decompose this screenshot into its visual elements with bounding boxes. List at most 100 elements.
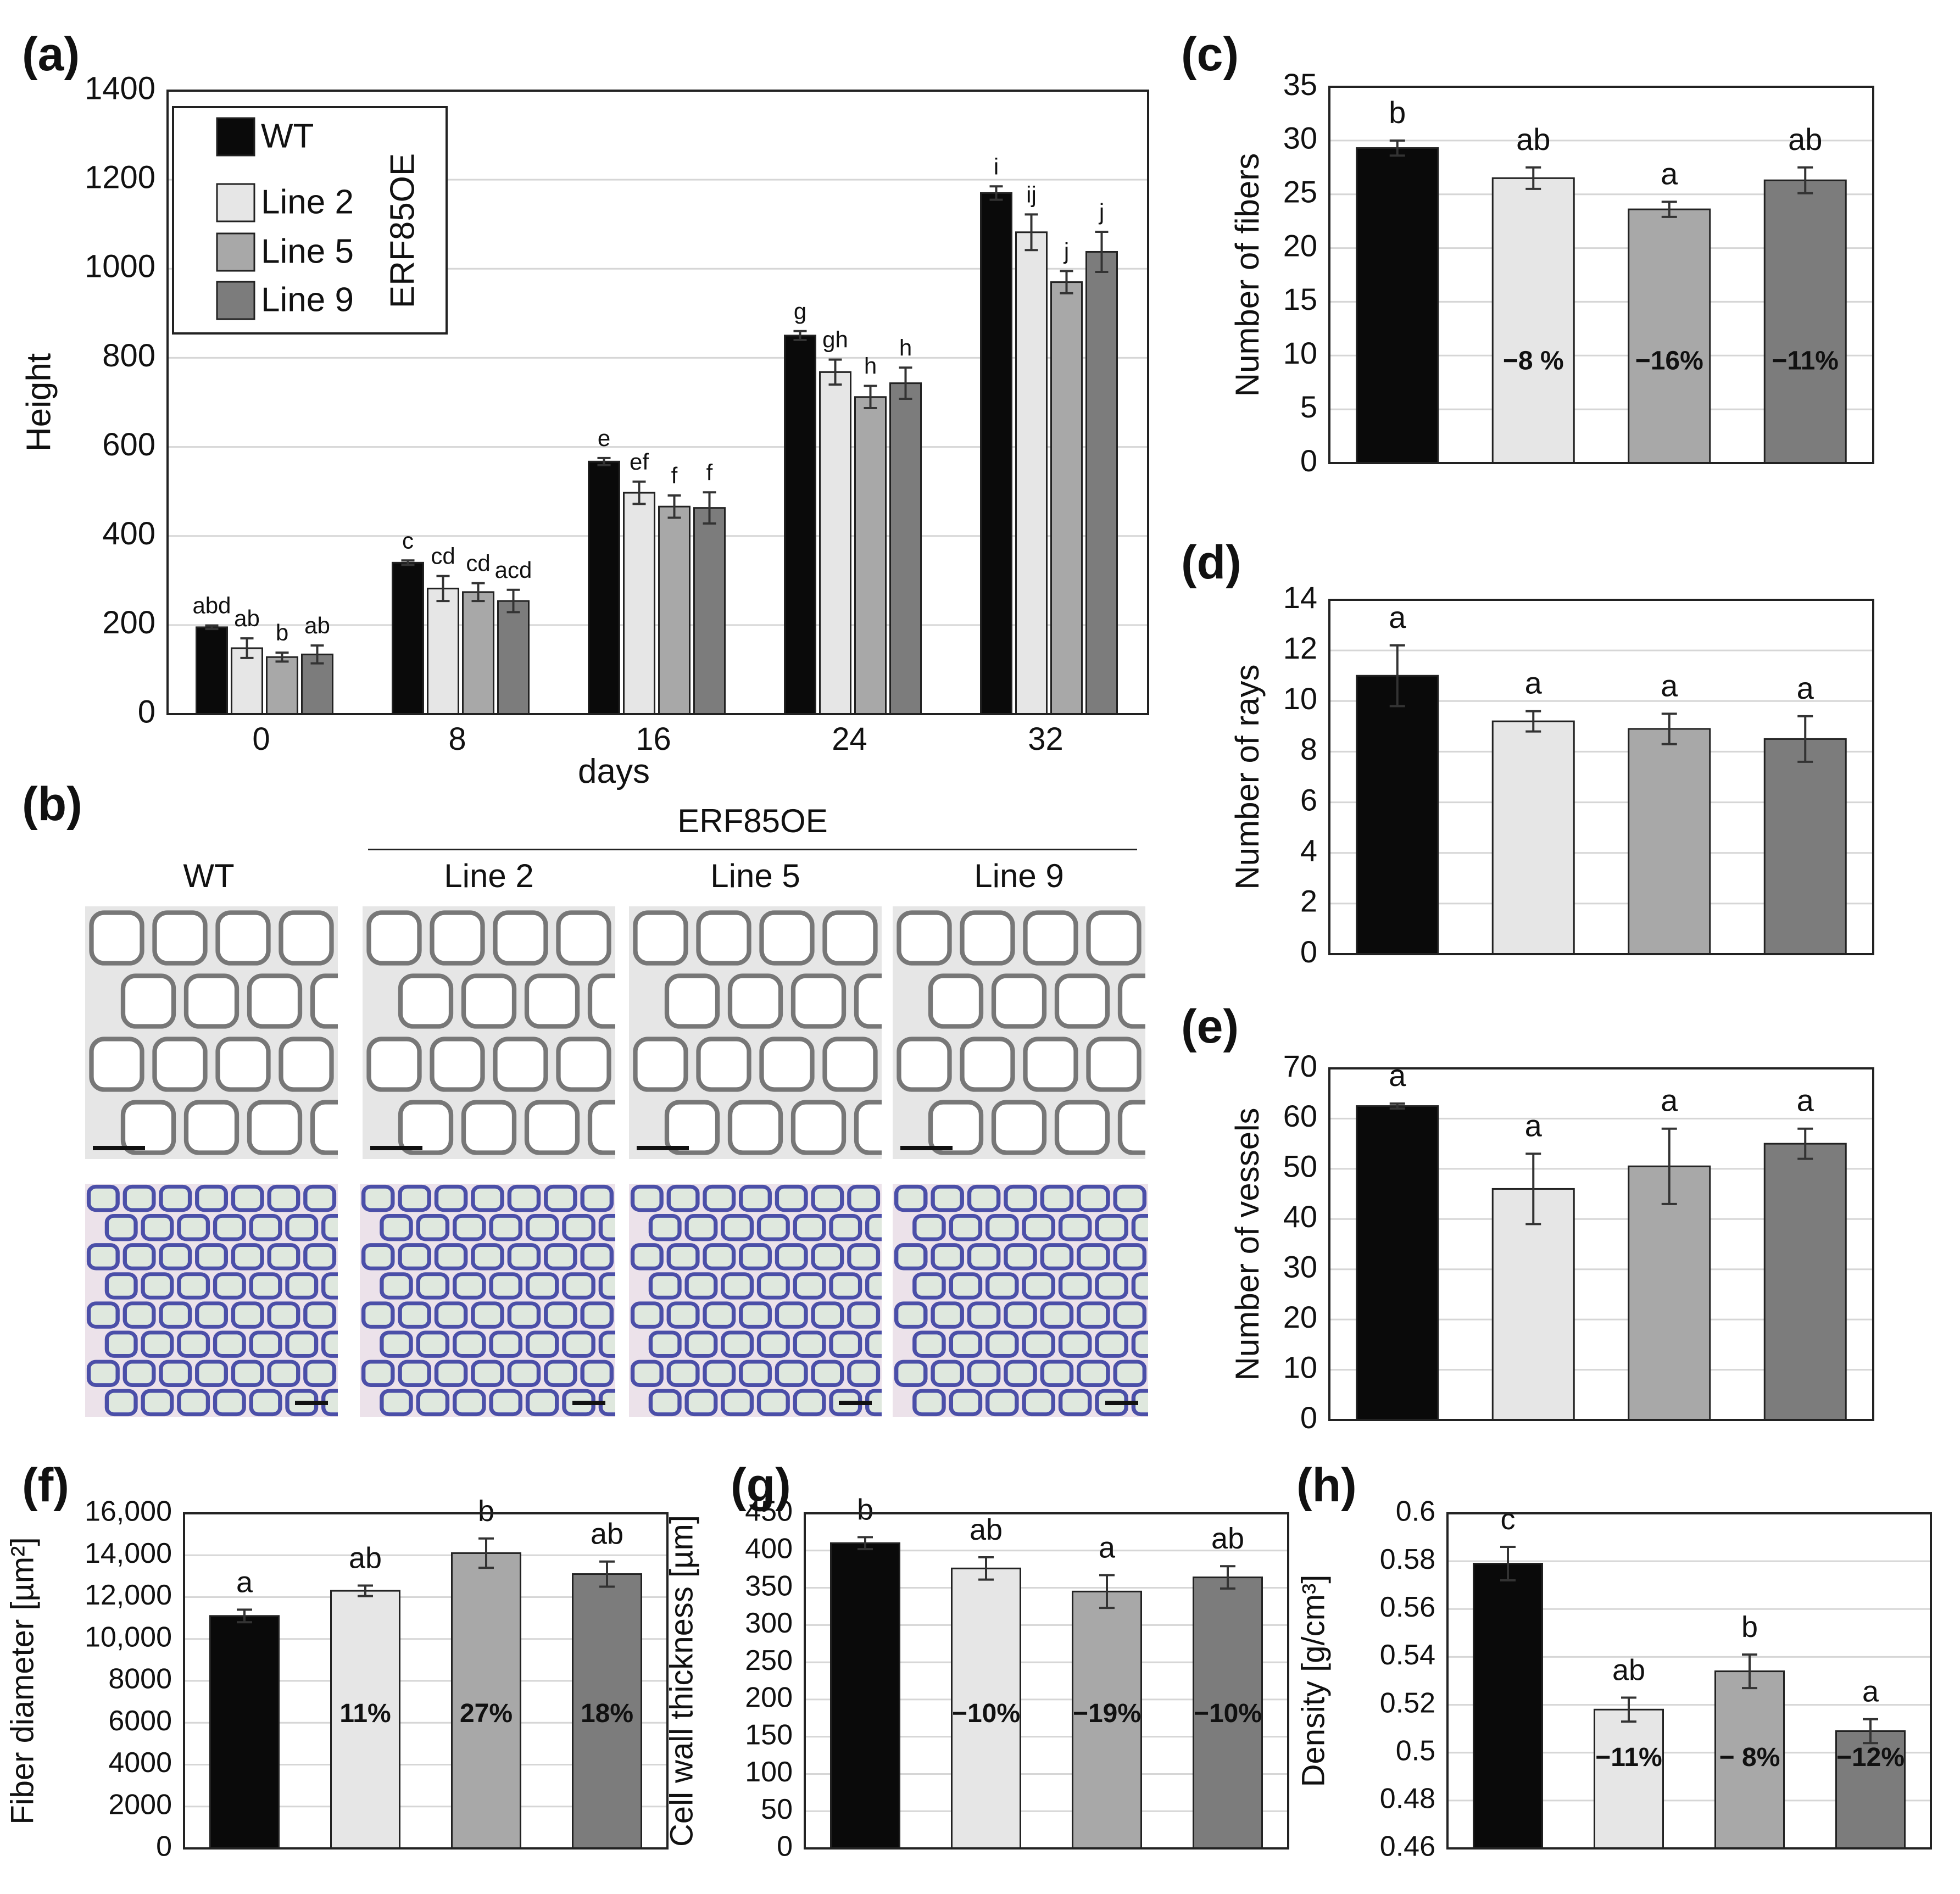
xtick-label-a: 16	[636, 721, 671, 757]
sig-letter-c: b	[1389, 95, 1406, 130]
sig-letter-a: f	[706, 459, 713, 485]
errorbar-a	[864, 385, 877, 410]
bar-a-line9	[497, 600, 530, 715]
errorbar-a	[310, 644, 324, 665]
ytick-label-a: 1400	[85, 70, 155, 106]
bar-g-wt	[830, 1542, 900, 1850]
percent-annotation-c: −11%	[1772, 346, 1839, 375]
ytick-label-c: 20	[1283, 228, 1317, 263]
bar-d-line2	[1491, 720, 1575, 955]
ytick-label-d: 6	[1300, 782, 1317, 817]
ytick-label-h: 0.56	[1380, 1591, 1435, 1623]
errorbar-a	[1060, 270, 1073, 294]
bar-c-wt	[1356, 147, 1439, 464]
tem-image-line9	[893, 906, 1145, 1159]
ytick-label-d: 0	[1300, 934, 1317, 969]
ytick-label-g: 100	[745, 1756, 793, 1788]
panel-label-e: (e)	[1181, 1000, 1239, 1053]
sig-letter-a: ij	[1026, 181, 1037, 207]
bar-d-line5	[1628, 728, 1711, 955]
ytick-label-g: 200	[745, 1682, 793, 1714]
stained-image-wt	[85, 1184, 338, 1417]
legend-label-line9: Line 9	[261, 281, 354, 319]
ytick-label-d: 4	[1300, 833, 1317, 868]
sig-letter-g: b	[857, 1493, 873, 1526]
sig-letter-a: ef	[630, 449, 649, 475]
legend-label-line2: Line 2	[261, 183, 354, 221]
bar-a-line2	[623, 492, 655, 715]
bar-f-wt	[209, 1615, 280, 1850]
ytick-label-f: 0	[156, 1831, 172, 1863]
ytick-label-d: 10	[1283, 681, 1317, 716]
bar-a-wt	[196, 626, 228, 715]
ytick-label-d: 12	[1283, 631, 1317, 665]
errorbar-a	[667, 494, 681, 519]
scale-bar	[637, 1146, 689, 1150]
ytick-label-e: 30	[1283, 1250, 1317, 1284]
sig-letter-d: a	[1389, 600, 1406, 634]
ytick-label-g: 350	[745, 1570, 793, 1602]
ytick-label-a: 0	[138, 694, 155, 729]
ytick-label-f: 16,000	[85, 1496, 172, 1528]
ytick-label-d: 14	[1283, 580, 1317, 615]
bar-e-line9	[1763, 1143, 1847, 1421]
errorbar-g	[1099, 1574, 1115, 1609]
bar-e-wt	[1356, 1105, 1439, 1421]
sig-letter-c: ab	[1788, 122, 1822, 157]
legend-swatch-line9	[216, 281, 255, 320]
ytick-label-f: 2000	[108, 1789, 172, 1820]
ytick-label-a: 1200	[85, 159, 155, 195]
sig-letter-d: a	[1661, 668, 1678, 703]
micro-col-label-wt: WT	[183, 857, 235, 894]
percent-annotation-h: −12%	[1836, 1743, 1905, 1772]
plot-frame-c	[1328, 86, 1874, 464]
plot-frame-e	[1328, 1067, 1874, 1421]
chart-c: 0 5 10 15 20 25 30 35 Number of fibers b ab −8 % a −1…	[1229, 67, 1874, 478]
bar-a-line9	[693, 507, 726, 715]
bar-g-line5	[1072, 1590, 1142, 1850]
sig-letter-c: a	[1661, 156, 1678, 191]
stained-cell-pattern	[630, 1184, 882, 1417]
panel-label-c: (c)	[1181, 28, 1239, 81]
ytick-label-a: 600	[102, 427, 155, 463]
bar-c-line9	[1763, 179, 1847, 464]
bar-a-line5	[462, 591, 494, 715]
ytick-label-g: 300	[745, 1607, 793, 1639]
plot-frame-g	[804, 1512, 1289, 1850]
bar-c-line5	[1628, 208, 1711, 464]
percent-annotation-f: 11%	[339, 1699, 391, 1728]
ytick-label-f: 6000	[108, 1705, 172, 1737]
errorbar-d	[1525, 710, 1541, 733]
tem-cell-pattern	[89, 910, 338, 1155]
sig-letter-a: cd	[466, 550, 490, 576]
percent-annotation-c: −16%	[1635, 346, 1703, 375]
errorbar-e	[1661, 1127, 1677, 1205]
bar-a-wt	[784, 335, 816, 715]
errorbar-g	[858, 1536, 873, 1551]
micro-col-label-line9: Line 9	[974, 857, 1064, 894]
errorbar-a	[506, 588, 520, 614]
ytick-label-h: 0.58	[1380, 1544, 1435, 1575]
bar-f-line9	[572, 1573, 642, 1850]
ytick-label-g: 50	[761, 1793, 793, 1825]
ytick-label-h: 0.5	[1396, 1735, 1435, 1767]
sig-letter-a: cd	[431, 543, 455, 569]
scale-bar	[295, 1401, 328, 1405]
tem-image-wt	[85, 906, 338, 1159]
ytick-label-c: 15	[1283, 282, 1317, 316]
tem-cell-pattern	[897, 910, 1145, 1155]
bar-a-wt	[980, 192, 1012, 715]
percent-annotation-h: −11%	[1595, 1743, 1662, 1772]
percent-annotation-g: −19%	[1073, 1699, 1141, 1728]
ytick-label-c: 25	[1283, 175, 1317, 209]
bar-d-line9	[1763, 738, 1847, 955]
sig-letter-a: b	[276, 620, 288, 645]
errorbar-a	[401, 559, 415, 566]
sig-letter-f: a	[236, 1566, 253, 1598]
percent-annotation-g: −10%	[952, 1699, 1020, 1728]
bar-h-line5	[1714, 1670, 1785, 1850]
errorbar-h	[1863, 1718, 1878, 1745]
ytick-label-f: 14,000	[85, 1538, 172, 1569]
bar-a-wt	[392, 561, 424, 715]
